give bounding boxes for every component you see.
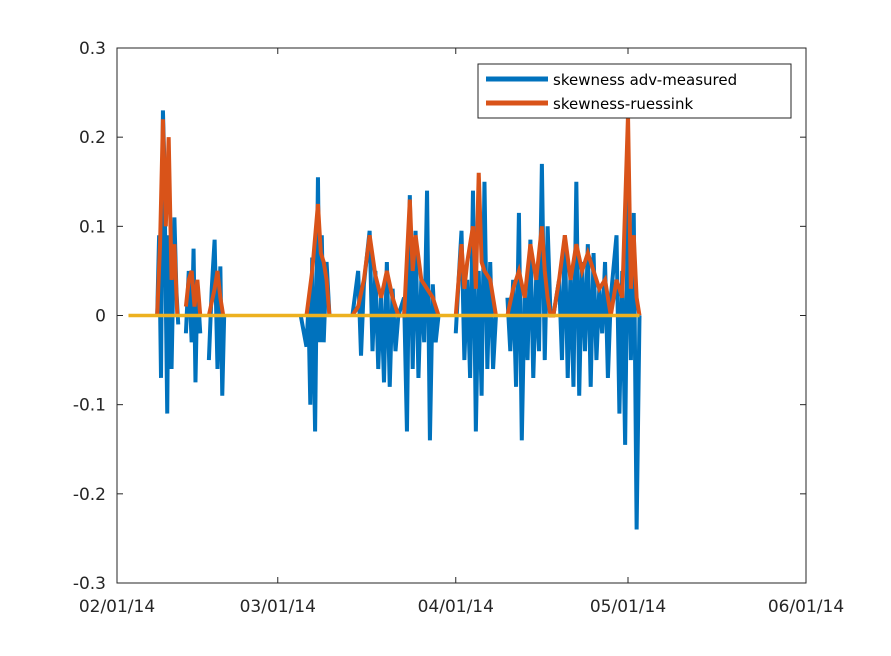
- series-line-adv-measured: [155, 110, 181, 414]
- series-line-ruessink: [304, 203, 332, 316]
- legend-label-ruessink: skewness-ruessink: [553, 95, 693, 113]
- y-tick-label: -0.3: [73, 574, 106, 594]
- series-line-adv-measured: [350, 190, 441, 441]
- tick-layer: 02/01/14 03/01/14 04/01/14 05/01/14 06/01/14…: [73, 39, 844, 617]
- series-line-ruessink: [206, 270, 226, 316]
- series-line-adv-measured: [505, 163, 642, 530]
- series-line-ruessink: [155, 119, 180, 316]
- x-tick-label: 02/01/14: [79, 597, 155, 617]
- series-layer: [128, 110, 642, 530]
- y-tick-label: 0.1: [79, 217, 106, 237]
- series-line-ruessink: [505, 114, 642, 318]
- x-tick-label: 06/01/14: [768, 597, 844, 617]
- series-line-adv-measured: [206, 239, 227, 396]
- x-tick-label: 04/01/14: [418, 597, 494, 617]
- series-line-ruessink: [183, 270, 203, 316]
- legend: skewness adv-measured skewness-ruessink: [477, 63, 792, 119]
- y-tick-label: -0.1: [73, 396, 106, 416]
- y-tick-label: 0.2: [79, 128, 106, 148]
- legend-label-adv-measured: skewness adv-measured: [553, 71, 737, 89]
- legend-box: [477, 63, 792, 119]
- x-tick-label: 05/01/14: [590, 597, 666, 617]
- plot-area: 02/01/14 03/01/14 04/01/14 05/01/14 06/01/14…: [73, 39, 844, 617]
- y-tick-label: -0.2: [73, 485, 106, 505]
- series-line-ruessink-group: [155, 114, 642, 318]
- series-line-ruessink: [453, 172, 498, 316]
- y-tick-label: 0.3: [79, 39, 106, 59]
- x-tick-label: 03/01/14: [240, 597, 316, 617]
- y-tick-label: 0: [95, 307, 106, 327]
